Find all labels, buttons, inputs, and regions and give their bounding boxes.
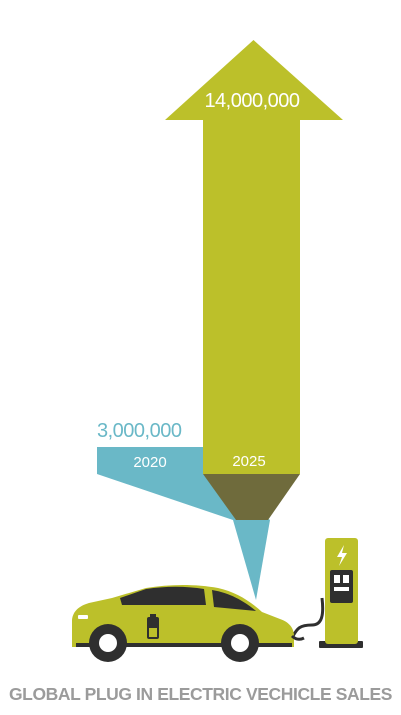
teal-funnel-shadow [97,474,270,520]
car-icon [72,585,305,662]
category-label-2020: 2020 [133,454,166,471]
green-funnel-shadow [203,474,300,520]
caption: GLOBAL PLUG IN ELECTRIC VECHICLE SALES [8,684,393,704]
funnel-spike [233,520,270,600]
arrow-bar-2025 [165,40,343,474]
bar-2020 [97,447,203,474]
category-label-2025: 2025 [232,453,265,470]
battery-icon [147,614,159,639]
lightning-bolt-icon [337,545,347,566]
value-label-2025: 14,000,000 [204,90,299,112]
charging-station-icon [290,538,363,648]
value-label-2020: 3,000,000 [97,420,182,442]
